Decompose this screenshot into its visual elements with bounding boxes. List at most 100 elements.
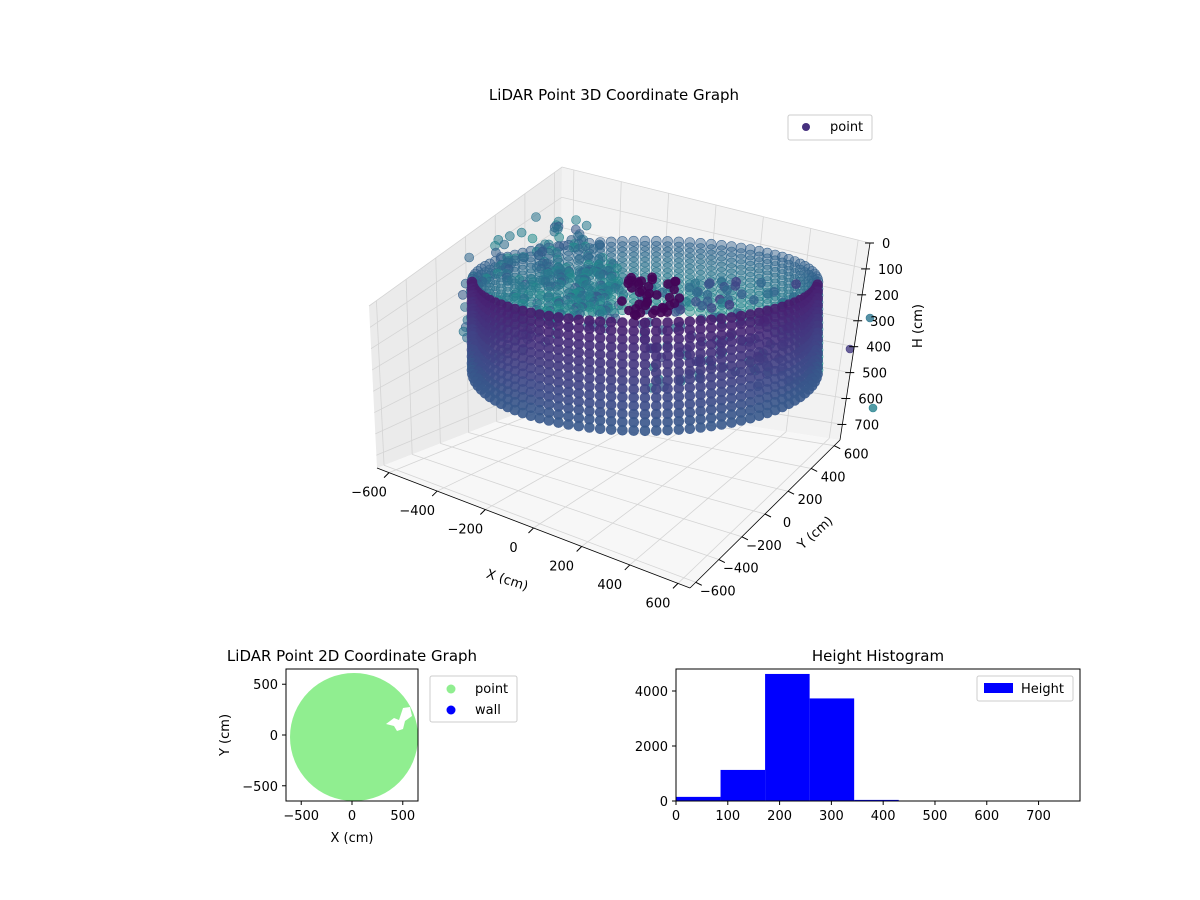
point-3d [757, 278, 766, 287]
point-3d [685, 424, 695, 434]
y-tick-label-hist: 4000 [635, 685, 668, 700]
x-tick-label-2d: 0 [348, 809, 356, 824]
point-3d [717, 420, 727, 430]
point-3d [763, 290, 772, 299]
chart-2d: LiDAR Point 2D Coordinate Graph −500−500… [218, 647, 517, 846]
point-3d [696, 423, 706, 433]
points-disc [290, 673, 418, 801]
z-tick-label-3d: 100 [878, 263, 903, 278]
point-3d [526, 411, 536, 421]
legend-2d-marker-point [447, 685, 456, 694]
point-3d [754, 411, 764, 421]
point-3d [505, 232, 514, 241]
point-3d [727, 418, 737, 428]
x-tick-label-2d: −500 [283, 809, 319, 824]
point-3d [651, 426, 661, 436]
point-3d [629, 426, 639, 436]
point-3d [648, 309, 657, 318]
point-3d [632, 311, 641, 320]
point-3d [692, 288, 701, 297]
point-3d [749, 296, 758, 305]
legend-2d-label-wall: wall [475, 703, 501, 718]
chart-3d-title: LiDAR Point 3D Coordinate Graph [489, 86, 739, 104]
histogram-title: Height Histogram [812, 647, 944, 665]
y-tick-mark [811, 468, 817, 471]
legend-2d-marker-wall [447, 706, 456, 715]
y-tick-label-3d: 0 [783, 516, 791, 531]
x-tick-label-3d: −200 [447, 523, 483, 538]
y-tick-label-3d: −200 [746, 539, 782, 554]
histogram-bar [676, 797, 721, 801]
point-3d [725, 300, 734, 309]
point-3d [792, 280, 801, 289]
x-tick-label-3d: 0 [509, 541, 517, 556]
point-3d [528, 234, 537, 243]
x-tick-mark [529, 528, 534, 533]
point-3d [582, 221, 591, 230]
point-3d [737, 290, 746, 299]
point-3d [674, 425, 684, 435]
x-tick-label-3d: 600 [646, 596, 671, 611]
legend-3d[interactable]: point [788, 115, 872, 140]
y-tick-label-2d: 0 [270, 729, 278, 744]
x-tick-mark [673, 583, 678, 588]
y-axis-label-3d: Y (cm) [794, 514, 836, 554]
chart-2d-title: LiDAR Point 2D Coordinate Graph [227, 647, 477, 665]
point-3d [704, 280, 713, 289]
point-3d [731, 282, 740, 291]
x-tick-label-hist: 500 [923, 809, 948, 824]
x-tick-label-hist: 0 [672, 809, 680, 824]
y-tick-mark [765, 514, 771, 517]
x-tick-mark [384, 473, 389, 478]
z-tick-label-3d: 200 [874, 289, 899, 304]
point-3d [554, 418, 564, 428]
point-3d [707, 303, 716, 312]
z-axis-label-3d: H (cm) [911, 304, 926, 348]
point-3d [517, 228, 526, 237]
x-tick-label-hist: 300 [819, 809, 844, 824]
point-3d [663, 425, 673, 435]
x-tick-mark [625, 565, 630, 570]
histogram-bar [765, 674, 810, 801]
point-3d [465, 253, 474, 262]
y-tick-label-3d: 400 [821, 470, 846, 485]
point-3d [574, 421, 584, 431]
z-tick-label-3d: 500 [862, 367, 887, 382]
x-tick-mark [480, 510, 485, 515]
point-3d [685, 306, 695, 316]
x-tick-label-3d: −400 [399, 504, 435, 519]
x-tick-mark [432, 491, 437, 496]
point-3d [555, 233, 564, 242]
point-3d [572, 216, 581, 225]
legend-2d[interactable]: point wall [430, 676, 517, 722]
point-3d [745, 413, 755, 423]
chart-histogram: Height Histogram 0 100 200 300 400 500 600 7000… [635, 647, 1080, 824]
point-3d [640, 426, 650, 436]
x-tick-label-hist: 700 [1026, 809, 1051, 824]
point-3d [535, 413, 545, 423]
x-axis-label-2d: X (cm) [331, 831, 374, 846]
point-3d [736, 416, 746, 426]
x-tick-label-3d: −600 [351, 486, 387, 501]
legend-3d-marker [802, 123, 810, 131]
y-tick-label-3d: −400 [723, 562, 759, 577]
y-tick-label-3d: 600 [844, 448, 869, 463]
z-tick-label-3d: 700 [854, 418, 879, 433]
point-3d [544, 416, 554, 426]
x-tick-label-3d: 400 [597, 578, 622, 593]
point-3d [723, 286, 732, 295]
x-tick-label-hist: 200 [767, 809, 792, 824]
chart-3d: LiDAR Point 3D Coordinate Graph X (cm) Y… [351, 86, 926, 611]
point-3d [698, 301, 707, 310]
legend-histogram[interactable]: Height [977, 676, 1073, 701]
y-tick-label-hist: 0 [660, 795, 668, 810]
point-3d [706, 421, 716, 431]
point-3d [656, 308, 665, 317]
x-tick-label-2d: 500 [390, 809, 415, 824]
legend-3d-label: point [830, 120, 863, 135]
z-tick-label-3d: 600 [858, 393, 883, 408]
x-tick-label-hist: 600 [974, 809, 999, 824]
legend-histogram-swatch [984, 683, 1013, 693]
point-3d [617, 425, 627, 435]
